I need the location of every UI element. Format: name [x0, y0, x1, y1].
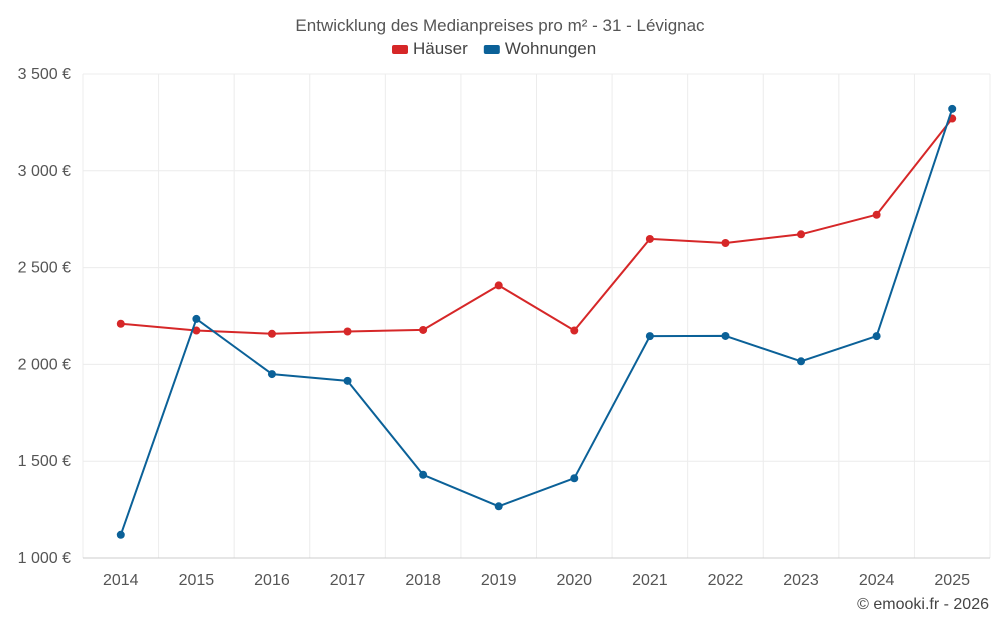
data-point: [494, 502, 503, 511]
grid: [82, 73, 991, 559]
data-point: [797, 230, 806, 239]
legend: Häuser Wohnungen: [392, 39, 596, 58]
data-point: [570, 474, 579, 483]
series-line: [119, 108, 954, 536]
data-point: [645, 332, 654, 341]
x-tick-label: 2017: [330, 572, 366, 589]
y-tick-label: 2 000 €: [18, 356, 71, 373]
data-point: [116, 530, 125, 539]
x-tick-label: 2022: [708, 572, 744, 589]
y-tick-label: 3 000 €: [18, 163, 71, 180]
x-tick-label: 2023: [783, 572, 819, 589]
x-tick-label: 2020: [556, 572, 592, 589]
y-tick-label: 2 500 €: [18, 260, 71, 277]
data-point: [872, 210, 881, 219]
y-tick-label: 1 000 €: [18, 550, 71, 567]
data-point: [419, 325, 428, 334]
x-axis: 2014 2015 2016 2017 2018 2019 2020 2021 2022 2023…: [103, 572, 970, 589]
y-axis: 1 000 € 1 500 € 2 000 € 2 500 € 3 000 € 3 500…: [18, 66, 71, 567]
series-layer: [116, 104, 957, 539]
x-tick-label: 2015: [179, 572, 215, 589]
x-tick-label: 2014: [103, 572, 139, 589]
data-point: [494, 281, 503, 290]
x-tick-label: 2018: [405, 572, 441, 589]
data-point: [721, 331, 730, 340]
credit-text: © emooki.fr - 2026: [857, 596, 989, 613]
x-tick-label: 2021: [632, 572, 668, 589]
data-point: [116, 319, 125, 328]
data-point: [419, 470, 428, 479]
x-tick-label: 2024: [859, 572, 895, 589]
data-point: [570, 326, 579, 335]
data-point: [192, 326, 201, 335]
x-tick-label: 2019: [481, 572, 517, 589]
legend-swatch: [483, 45, 500, 54]
data-point: [797, 357, 806, 366]
data-point: [267, 329, 276, 338]
y-tick-label: 3 500 €: [18, 66, 71, 83]
data-point: [872, 332, 881, 341]
legend-swatch: [392, 45, 408, 54]
data-point: [645, 234, 654, 243]
x-tick-label: 2016: [254, 572, 290, 589]
data-point: [267, 370, 276, 379]
data-point: [343, 376, 352, 385]
legend-label: Häuser: [413, 39, 468, 58]
data-point: [721, 239, 730, 248]
series-line: [120, 117, 953, 335]
legend-label: Wohnungen: [505, 39, 596, 58]
data-point: [343, 327, 352, 336]
chart-title: Entwicklung des Medianpreises pro m² - 3…: [295, 16, 705, 35]
data-point: [948, 104, 957, 113]
x-tick-label: 2025: [934, 572, 970, 589]
y-tick-label: 1 500 €: [18, 453, 71, 470]
data-point: [192, 314, 201, 323]
